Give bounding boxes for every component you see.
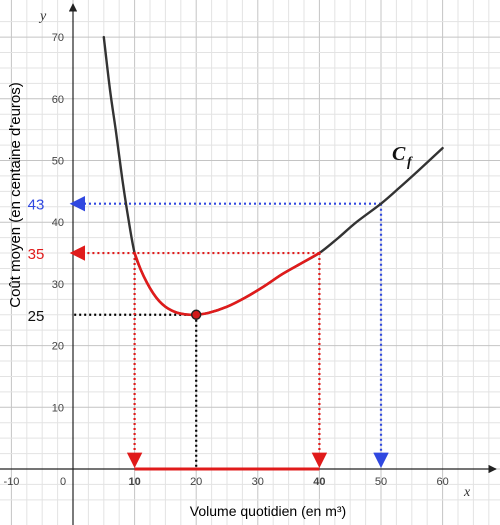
y-axis-label: Coût moyen (en centaine d'euros): [7, 82, 24, 308]
annotation-value-label: 43: [28, 197, 45, 214]
x-interval-label: 10: [128, 476, 140, 488]
y-tick-label: 20: [52, 341, 64, 353]
x-tick-label: 0: [60, 476, 66, 488]
annotation-value-label: 25: [28, 308, 45, 325]
curve-group: [102, 35, 444, 320]
curve-highlight-segment: [133, 251, 321, 317]
axes: [0, 3, 497, 525]
y-tick-label: 70: [52, 32, 64, 44]
x-tick-label: 30: [252, 476, 264, 488]
annotation-value-label: 35: [28, 246, 45, 263]
curve-name-label: C f: [392, 143, 413, 170]
y-tick-label: 30: [52, 279, 64, 291]
x-axis-letter: x: [463, 485, 471, 500]
y-tick-label: 40: [52, 217, 64, 229]
x-tick-label: 60: [436, 476, 448, 488]
y-tick-label: 10: [52, 402, 64, 414]
dotted-guides: [69, 195, 389, 471]
annotation-labels: 25 35 43 10 40: [28, 197, 326, 488]
x-axis-label: Volume quotidien (en m³): [190, 503, 346, 519]
minimum-point: [190, 309, 202, 320]
curve-subscript: f: [407, 155, 413, 170]
x-tick-label: 50: [375, 476, 387, 488]
y-axis-letter: y: [38, 9, 47, 24]
y-tick-label: 60: [52, 94, 64, 106]
curve-name: C: [392, 143, 406, 165]
y-tick-label: 50: [52, 156, 64, 168]
tick-labels: -10 0 20 30 50 60 10 20 30 40 50 60 70: [3, 32, 448, 488]
x-tick-label: -10: [3, 476, 19, 488]
x-tick-label: 20: [190, 476, 202, 488]
x-interval-label: 40: [313, 476, 325, 488]
